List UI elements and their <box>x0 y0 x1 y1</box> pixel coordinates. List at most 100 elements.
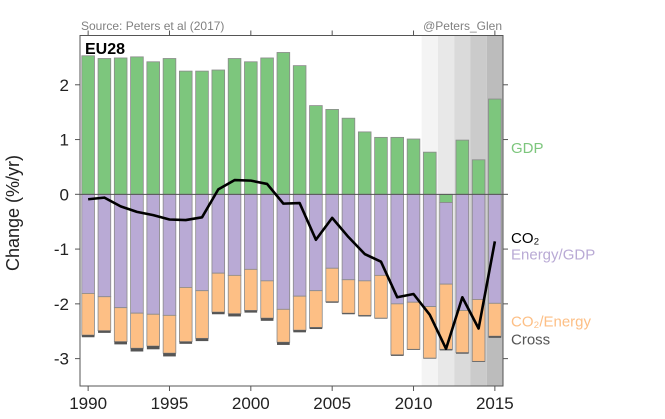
bar-co2-energy-2007 <box>357 280 372 316</box>
bar-co2-energy-1999 <box>227 274 242 315</box>
y-tick-label--1: -1 <box>54 240 69 259</box>
bar-cross-2015 <box>488 336 502 338</box>
bar-cross-2003 <box>293 330 306 333</box>
bar-cross-2009 <box>390 354 404 356</box>
y-axis-label: Change (%/yr) <box>3 155 23 271</box>
bar-gdp-2004 <box>309 105 323 195</box>
bar-co2-energy-2010 <box>406 301 421 350</box>
bar-gdp-1992 <box>113 57 128 195</box>
y-tick-label--2: -2 <box>54 295 69 314</box>
bar-co2-energy-2009 <box>390 303 404 356</box>
bar-co2-energy-1991 <box>97 296 112 332</box>
bar-co2-energy-1996 <box>179 287 193 343</box>
y-tick-label-2: 2 <box>60 76 69 95</box>
bar-energy-gdp-1992 <box>113 193 128 309</box>
bar-co2-energy-2008 <box>374 274 388 319</box>
bar-gdp-2015 <box>488 98 502 195</box>
bars <box>81 52 502 362</box>
bar-cross-2011 <box>423 358 437 359</box>
bar-co2-energy-2001 <box>260 280 274 319</box>
bar-gdp-2005 <box>325 109 339 195</box>
bar-cross-1994 <box>146 346 160 350</box>
plot-frame <box>79 35 504 387</box>
bar-cross-2005 <box>325 301 339 303</box>
bar-energy-gdp-2002 <box>276 193 291 310</box>
bar-gdp-2013 <box>455 139 470 195</box>
bar-gdp-1998 <box>211 69 226 195</box>
bar-energy-gdp-1990 <box>81 193 95 294</box>
bar-gdp-2003 <box>292 65 307 195</box>
bar-gdp-2000 <box>244 61 258 195</box>
bar-energy-gdp-1999 <box>227 193 242 276</box>
x-tick-label-2000: 2000 <box>232 394 270 413</box>
bar-cross-1992 <box>114 341 128 345</box>
bar-co2-energy-1997 <box>195 290 209 339</box>
bar-cross-1990 <box>81 335 95 338</box>
bar-cross-2000 <box>244 310 258 313</box>
chart-title: EU28 <box>85 41 125 58</box>
bar-co2-energy-2002 <box>276 308 291 343</box>
bar-co2-energy-2005 <box>325 267 339 303</box>
bar-cross-2014 <box>472 361 485 362</box>
bar-co2-energy-2013 <box>455 310 470 353</box>
bar-energy-gdp-2000 <box>244 193 258 270</box>
x-tick-label-2005: 2005 <box>313 394 351 413</box>
bar-energy-gdp-2012 <box>439 202 453 285</box>
bar-cross-2004 <box>309 327 323 330</box>
x-tick-label-2010: 2010 <box>395 394 433 413</box>
bar-gdp-2001 <box>260 57 274 195</box>
y-tick-label-0: 0 <box>60 185 69 204</box>
bar-co2-energy-2015 <box>488 302 502 337</box>
bar-energy-gdp-1998 <box>211 193 226 274</box>
bar-energy-gdp-2001 <box>260 193 274 282</box>
y-tick-label-1: 1 <box>60 131 69 150</box>
bar-gdp-2010 <box>406 138 421 195</box>
bar-cross-2007 <box>358 315 372 317</box>
bar-energy-gdp-1996 <box>179 193 193 288</box>
bar-gdp-2011 <box>423 151 437 195</box>
bar-gdp-1994 <box>146 61 160 195</box>
source-note: Source: Peters et al (2017) <box>81 19 224 33</box>
bar-energy-gdp-2007 <box>357 193 372 282</box>
bar-cross-2006 <box>342 313 355 315</box>
bar-gdp-2007 <box>357 131 372 195</box>
bar-energy-gdp-1994 <box>146 193 160 315</box>
bar-co2-energy-1998 <box>211 272 226 313</box>
bar-co2-energy-1995 <box>162 314 177 354</box>
bar-cross-1991 <box>98 330 111 333</box>
bar-energy-gdp-2013 <box>455 193 470 311</box>
bar-cross-1999 <box>228 313 241 317</box>
bar-energy-gdp-2010 <box>406 193 421 303</box>
bar-co2-energy-1994 <box>146 313 160 347</box>
bar-co2-energy-2003 <box>292 295 307 331</box>
bar-gdp-2002 <box>276 52 291 195</box>
bar-cross-2002 <box>277 342 290 345</box>
bar-gdp-1995 <box>162 58 177 195</box>
bar-gdp-2014 <box>471 159 486 195</box>
bar-gdp-2009 <box>390 136 404 195</box>
legend-energy-gdp: Energy/GDP <box>511 247 595 264</box>
credit-note: @Peters_Glen <box>423 19 502 33</box>
bar-gdp-1996 <box>179 70 193 195</box>
bar-energy-gdp-1991 <box>97 193 112 298</box>
bar-co2-energy-2000 <box>244 268 258 311</box>
bar-energy-gdp-2015 <box>488 193 502 304</box>
bar-cross-1996 <box>179 341 193 344</box>
x-tick-label-2015: 2015 <box>476 394 514 413</box>
bar-gdp-1997 <box>195 70 209 195</box>
bar-gdp-1999 <box>227 58 242 195</box>
legend-co-energy: CO₂/Energy <box>511 313 592 330</box>
bar-cross-2010 <box>407 349 420 350</box>
legend-co-: CO₂ <box>511 230 540 247</box>
bar-cross-2013 <box>455 352 469 354</box>
bar-gdp-2012 <box>439 193 453 203</box>
bar-co2-energy-1990 <box>81 293 95 336</box>
bar-energy-gdp-2004 <box>309 193 323 292</box>
axes: 1990 1995 2000 2005 2010 2015 2 1 0 -1 -2 -3 <box>54 30 514 413</box>
legend-cross: Cross <box>511 331 550 348</box>
x-tick-label-1990: 1990 <box>69 394 107 413</box>
bar-energy-gdp-1995 <box>162 193 177 316</box>
bar-cross-2001 <box>260 318 274 321</box>
